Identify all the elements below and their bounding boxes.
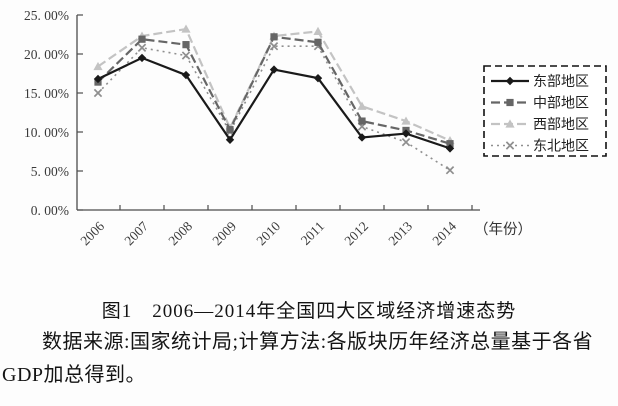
figure-source-note: 数据来源:国家统计局;计算方法:各版块历年经济总量基于各省GDP加总得到。 [2,331,594,386]
x-tick-label-2006: 2006 [77,218,107,248]
square-marker-icon [446,140,454,148]
triangle-marker-icon [505,119,515,128]
y-tick-label: 20. 00% [24,47,69,62]
diamond-marker-icon [269,65,279,74]
triangle-marker-icon [313,26,323,35]
series-west [93,24,455,145]
triangle-marker-icon [357,101,367,110]
triangle-marker-icon [93,61,103,71]
diamond-marker-icon [225,135,235,144]
x-axis-unit-label: （年份） [474,221,532,238]
legend-item-east: 东部地区 [491,74,589,90]
y-tick-label: 5. 00% [31,164,69,179]
square-marker-icon [358,117,366,125]
legend-box [483,65,607,157]
x-tick-label-2009: 2009 [209,218,239,248]
x-marker-icon [401,137,411,147]
diamond-marker-icon [313,73,323,83]
series-west-line [97,27,451,142]
series-central-line [97,35,451,145]
x-tick-label-2012: 2012 [341,219,371,249]
figure-caption-text: 图1 2006—2014年全国四大区域经济增速态势 [101,301,517,322]
diamond-marker-icon [505,76,515,86]
square-marker-icon [138,35,146,43]
diamond-marker-icon [181,70,191,80]
figure-caption: 图1 2006—2014年全国四大区域经济增速态势 [0,296,618,323]
legend-item-northeast: 东北地区 [491,139,589,155]
x-marker-icon [137,43,147,52]
diamond-marker-icon [445,144,455,153]
triangle-marker-icon [401,116,411,125]
legend-label-central: 中部地区 [533,96,589,112]
legend-label-west: 西部地区 [533,117,589,133]
y-tick-label: 10. 00% [24,125,69,140]
legend-label-east: 东部地区 [533,74,589,90]
legend-label-northeast: 东北地区 [533,139,589,155]
x-tick-label-2010: 2010 [253,218,283,248]
x-tick-label-2013: 2013 [385,218,415,248]
x-marker-icon [445,166,455,175]
series-central [94,33,454,148]
square-marker-icon [182,41,190,49]
diamond-marker-icon [137,53,147,63]
legend-item-central: 中部地区 [491,96,589,112]
square-marker-icon [314,38,322,46]
x-tick-label-2007: 2007 [121,218,151,248]
square-marker-icon [270,33,278,41]
triangle-marker-icon [181,24,191,33]
legend-item-west: 西部地区 [491,117,589,133]
diamond-marker-icon [357,133,367,142]
y-tick-label: 15. 00% [24,86,69,101]
diamond-marker-icon [401,129,411,138]
diamond-marker-icon [93,74,103,84]
figure-chart-area: 0. 00% 5. 00% 10. 00% 15. 00% 20. 00% 25. 00%… [24,8,607,249]
series-northeast [93,41,455,175]
x-tick-label-2014: 2014 [429,218,459,248]
y-tick-label: 0. 00% [31,203,69,218]
series-east [93,53,455,153]
square-marker-icon [506,98,514,107]
series-northeast-line [97,45,451,171]
y-tick-label: 25. 00% [24,8,69,23]
x-marker-icon [93,88,103,98]
x-marker-icon [181,51,191,60]
x-tick-label-2011: 2011 [298,219,327,248]
x-marker-icon [505,141,515,150]
growth-chart: 0. 00% 5. 00% 10. 00% 15. 00% 20. 00% 25. 00%… [24,8,607,249]
x-marker-icon [269,41,279,51]
square-marker-icon [226,126,234,134]
x-tick-label-2008: 2008 [165,218,195,248]
